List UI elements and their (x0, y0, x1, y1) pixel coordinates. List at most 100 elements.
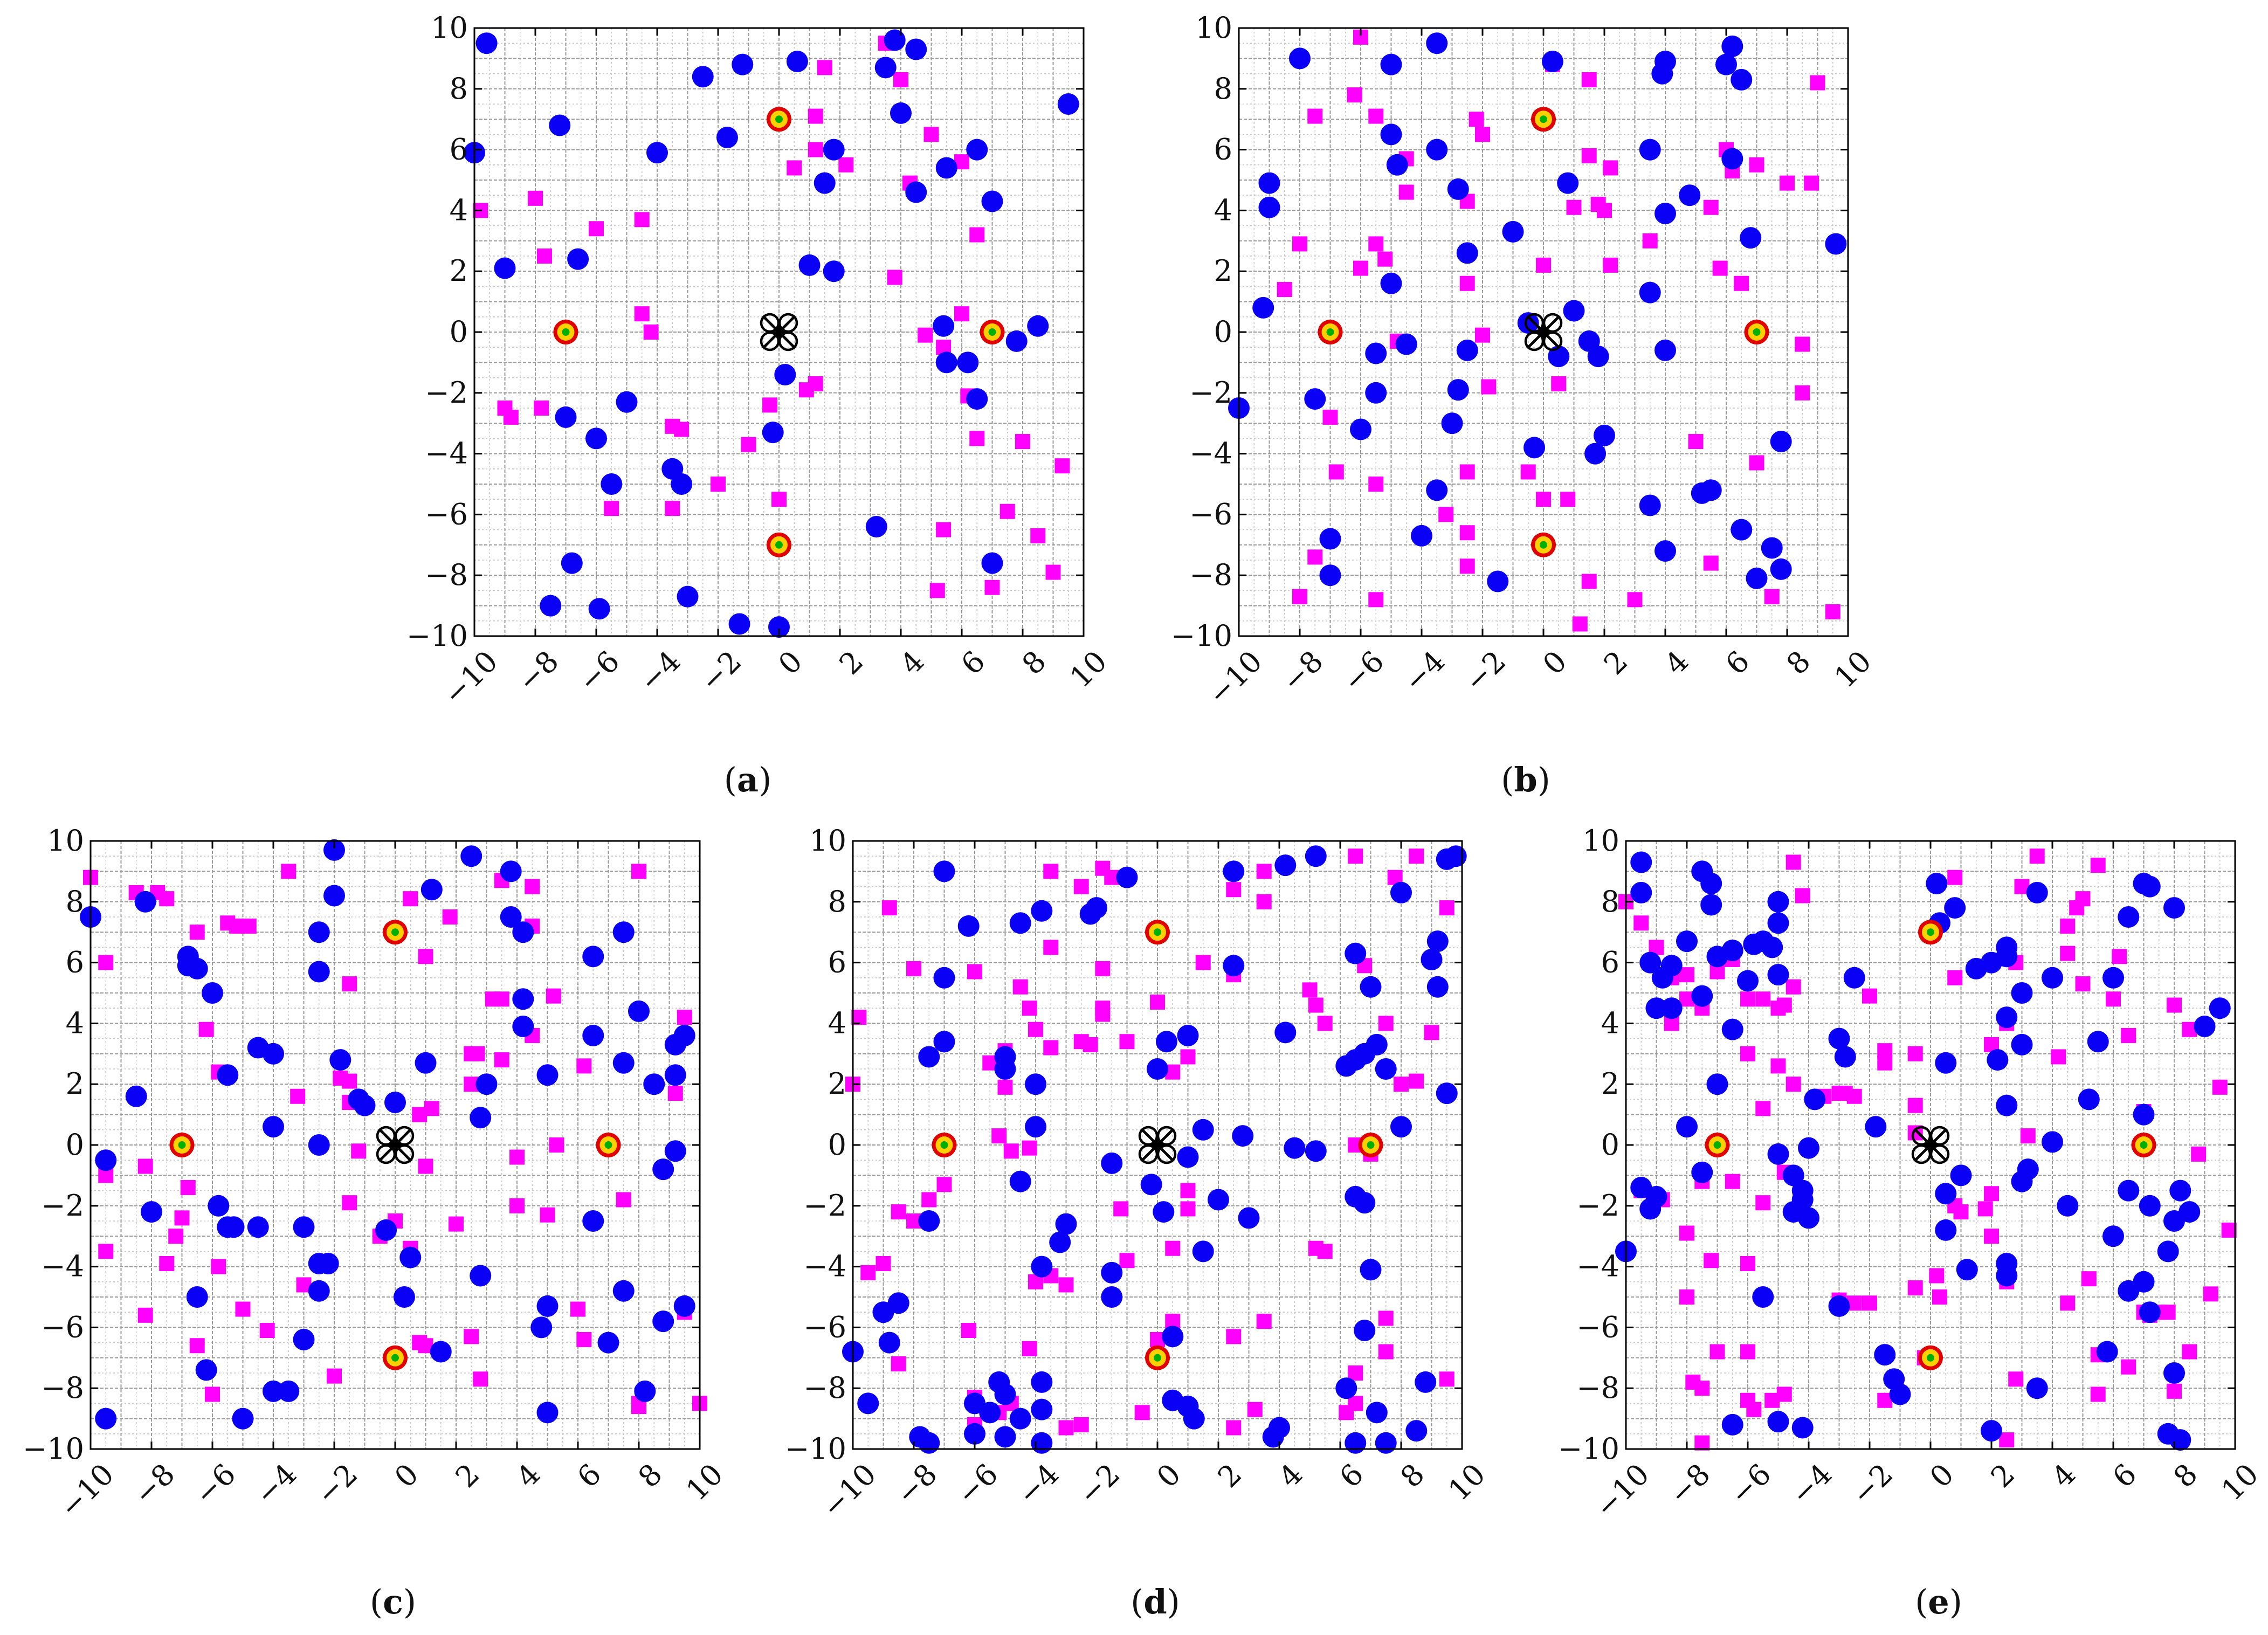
x-tick-label: −10 (437, 644, 504, 712)
x-tick-label: 0 (1150, 1457, 1188, 1494)
target-marker (553, 320, 578, 344)
square-obstacle (1378, 1310, 1394, 1326)
circle-obstacle (2118, 1280, 2140, 1302)
y-tick-label: 2 (1601, 1067, 1619, 1101)
square-obstacle (2020, 1128, 2036, 1144)
square-obstacle (442, 909, 458, 925)
circle-obstacle (1676, 1116, 1698, 1138)
circle-obstacle (2042, 967, 2063, 989)
circle-obstacle (2011, 1033, 2033, 1055)
square-obstacle (470, 1046, 485, 1061)
square-obstacle (2112, 949, 2127, 964)
circle-obstacle (994, 1426, 1016, 1448)
x-tick-label: −4 (1784, 1457, 1839, 1512)
square-obstacle (2167, 1383, 2182, 1399)
square-obstacle (1226, 1420, 1242, 1436)
square-obstacle (1566, 199, 1582, 215)
circle-obstacle (798, 254, 821, 276)
square-obstacle (1520, 464, 1536, 480)
circle-obstacle (1630, 881, 1652, 903)
square-obstacle (473, 1371, 488, 1387)
y-tick-label: 8 (450, 72, 468, 106)
circle-obstacle (2194, 1016, 2216, 1038)
square-obstacle (1679, 1225, 1694, 1241)
circle-obstacle (612, 1052, 635, 1074)
square-obstacle (891, 1204, 906, 1220)
y-axis: −10 −8 −6 −4 −2 0 2 4 6 8 10 (406, 11, 1084, 653)
square-obstacle (1003, 1143, 1019, 1159)
x-tick-label: 4 (894, 644, 931, 681)
square-obstacle (1688, 434, 1704, 450)
target-series (169, 920, 621, 1370)
square-obstacle (2051, 1049, 2066, 1065)
square-obstacle (1764, 589, 1780, 604)
y-tick-label: 0 (1601, 1128, 1619, 1162)
circle-obstacle (1192, 1119, 1214, 1141)
y-tick-label: 6 (1214, 133, 1232, 167)
square-obstacle (159, 1255, 175, 1271)
x-tick-label: 0 (772, 644, 809, 681)
circle-obstacle (1426, 139, 1448, 161)
x-tick-label: −6 (1724, 1457, 1778, 1512)
square-obstacle (549, 1137, 564, 1153)
circle-obstacle (217, 1064, 239, 1086)
square-obstacle (1749, 157, 1764, 173)
circle-obstacle (786, 51, 808, 73)
square-obstacle (1119, 1034, 1135, 1050)
circle-obstacle (823, 139, 845, 161)
square-obstacle (1786, 1077, 1801, 1092)
circle-obstacle (1770, 431, 1792, 453)
x-tick-label: 0 (388, 1457, 425, 1494)
circle-obstacle (1456, 339, 1478, 361)
square-obstacle (534, 401, 549, 416)
square-obstacle (1795, 385, 1810, 401)
circle-obstacle (1798, 1137, 1819, 1159)
square-obstacle (1780, 175, 1795, 191)
circle-obstacle (905, 181, 927, 203)
circle-obstacle (1767, 1143, 1789, 1165)
square-obstacle (1469, 112, 1484, 127)
square-obstacle (923, 127, 939, 142)
circle-obstacle (918, 1210, 940, 1232)
y-tick-label: 10 (1582, 824, 1619, 858)
target-series (1318, 107, 1769, 557)
square-obstacle (509, 1198, 525, 1213)
circle-obstacle-series (1615, 851, 2231, 1451)
circle-obstacle (1395, 333, 1417, 355)
circle-obstacle (966, 388, 988, 410)
y-tick-label: −4 (803, 1250, 846, 1284)
circle-obstacle (1655, 203, 1676, 225)
target-marker (1358, 1133, 1383, 1157)
square-obstacle (1740, 1344, 1755, 1360)
y-tick-label: −6 (1576, 1310, 1619, 1344)
circle-obstacle (933, 860, 955, 882)
target-center (1927, 1354, 1934, 1362)
y-tick-label: 0 (1214, 315, 1232, 349)
square-obstacle (1180, 1049, 1196, 1065)
square-obstacle (1740, 1255, 1755, 1271)
circle-obstacle (141, 1201, 162, 1223)
square-obstacle (967, 964, 982, 979)
circle-obstacle (393, 1286, 415, 1308)
x-tick-label: 6 (1333, 1457, 1370, 1494)
square-obstacle (2182, 1344, 2197, 1360)
square-obstacle (2212, 1079, 2228, 1095)
circle-obstacle (1360, 1259, 1382, 1281)
circle-obstacle (223, 1216, 245, 1238)
y-tick-label: 0 (828, 1128, 846, 1162)
square-obstacle (2060, 1295, 2076, 1311)
quadcopter-icon (1524, 313, 1563, 351)
target-marker (1705, 1133, 1730, 1157)
x-tick-label: 10 (1063, 644, 1113, 694)
circle-obstacle (2102, 1225, 2124, 1247)
y-tick-label: −2 (803, 1189, 846, 1223)
square-obstacle (2106, 991, 2121, 1007)
circle-obstacle (1232, 1125, 1254, 1147)
target-marker (767, 532, 791, 557)
x-tick-label: −10 (815, 1457, 883, 1524)
square-obstacle (351, 1143, 367, 1159)
circle-obstacle (588, 598, 610, 620)
circle-obstacle (1944, 897, 1966, 919)
target-marker (2131, 1133, 2156, 1157)
y-tick-label: −4 (425, 437, 468, 471)
